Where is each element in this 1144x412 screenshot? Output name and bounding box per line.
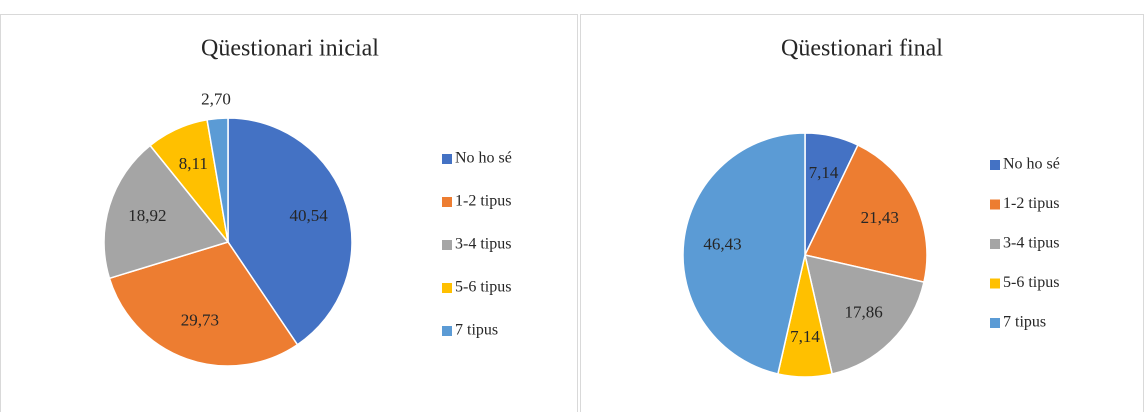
legend-swatch bbox=[990, 318, 1000, 328]
data-label: 2,70 bbox=[201, 89, 231, 108]
chart-title: Qüestionari inicial bbox=[201, 36, 379, 62]
legend-swatch bbox=[990, 160, 1000, 170]
legend-swatch bbox=[442, 240, 452, 250]
pie-slice bbox=[103, 144, 230, 280]
data-label: 40,54 bbox=[289, 206, 328, 225]
pie-slice bbox=[804, 254, 925, 375]
legend-label: 3-4 tipus bbox=[1003, 235, 1059, 252]
legend-swatch bbox=[990, 239, 1000, 249]
pie-slice bbox=[108, 241, 299, 367]
data-label: 8,11 bbox=[179, 154, 208, 173]
data-label: 18,92 bbox=[128, 206, 166, 225]
chart-title: Qüestionari final bbox=[781, 36, 943, 62]
data-label: 29,73 bbox=[181, 310, 219, 329]
legend-swatch bbox=[990, 199, 1000, 210]
legend-swatch bbox=[442, 197, 452, 207]
data-label: 7,14 bbox=[790, 327, 820, 346]
pie-slice bbox=[227, 117, 353, 346]
legend-label: 1-2 tipus bbox=[1003, 195, 1059, 212]
legend-label: 5-6 tipus bbox=[455, 279, 511, 296]
legend-label: No ho sé bbox=[1003, 156, 1060, 173]
data-label: 46,43 bbox=[703, 235, 741, 254]
data-label: 7,14 bbox=[809, 163, 839, 182]
legend-swatch bbox=[442, 326, 452, 336]
data-label: 17,86 bbox=[845, 303, 883, 322]
legend-label: 7 tipus bbox=[1003, 314, 1046, 331]
pie-slice bbox=[682, 132, 806, 375]
legend-swatch bbox=[990, 278, 1000, 289]
legend-label: 3-4 tipus bbox=[455, 236, 511, 253]
legend-label: 5-6 tipus bbox=[1003, 274, 1059, 291]
legend-label: 1-2 tipus bbox=[455, 193, 511, 210]
legend-label: No ho sé bbox=[455, 150, 512, 167]
data-label: 21,43 bbox=[861, 208, 899, 227]
pie-slice bbox=[803, 144, 928, 284]
legend-swatch bbox=[442, 154, 452, 164]
legend-swatch bbox=[442, 283, 452, 293]
legend-label: 7 tipus bbox=[455, 322, 498, 339]
pie-slice bbox=[206, 117, 229, 243]
